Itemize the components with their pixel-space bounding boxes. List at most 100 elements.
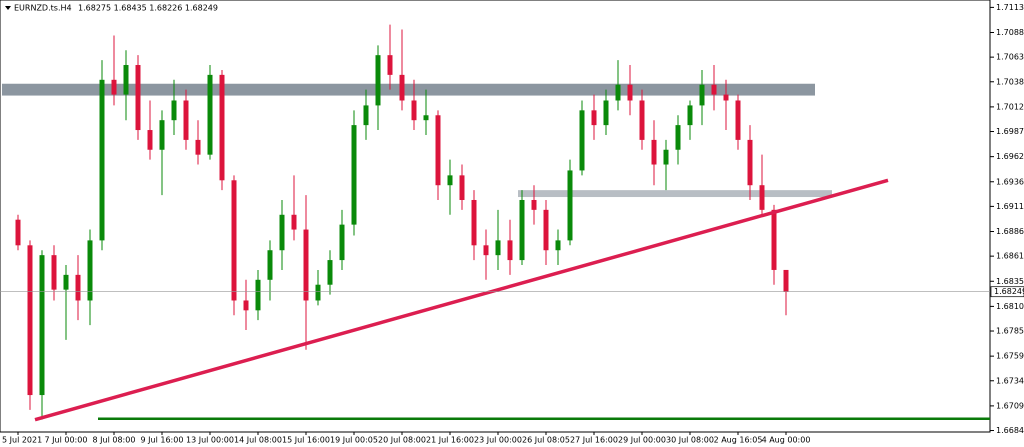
candle-body — [507, 240, 513, 261]
candle-body — [663, 149, 669, 165]
y-tick-label: 1.68610 — [996, 252, 1024, 261]
candle-body — [99, 79, 105, 241]
candle-body — [723, 94, 729, 101]
candle-body — [171, 100, 177, 121]
x-tick-label: 23 Jul 00:00 — [474, 436, 522, 445]
symbol: EURNZD.ts.H4 — [14, 4, 72, 13]
candle-body — [303, 229, 309, 301]
candle-body — [759, 185, 765, 210]
candle-body — [291, 214, 297, 230]
y-tick-label: 1.69365 — [996, 177, 1024, 186]
x-tick-label: 4 Aug 00:00 — [762, 436, 811, 445]
candle-body — [339, 224, 345, 261]
candle-body — [783, 269, 789, 292]
y-tick-label: 1.67345 — [996, 376, 1024, 385]
candle-body — [675, 125, 681, 150]
y-tick-label: 1.67850 — [996, 327, 1024, 336]
x-tick-label: 2 Aug 16:05 — [714, 436, 763, 445]
candle-body — [363, 105, 369, 126]
candle-body — [39, 255, 45, 396]
x-tick-label: 5 Jul 2021 — [2, 436, 42, 445]
candle-body — [387, 55, 393, 75]
candle-body — [627, 84, 633, 101]
candle-body — [315, 284, 321, 301]
candle-body — [483, 245, 489, 256]
candle-body — [111, 79, 117, 95]
x-tick-label: 14 Jul 08:00 — [234, 436, 282, 445]
y-tick-label: 1.68355 — [996, 277, 1024, 286]
candle-body — [495, 240, 501, 256]
candle-body — [591, 110, 597, 126]
candle-body — [327, 260, 333, 285]
x-tick-label: 26 Jul 08:05 — [522, 436, 570, 445]
candle-body — [135, 65, 141, 131]
y-tick-label: 1.70380 — [996, 77, 1024, 86]
candle-body — [471, 199, 477, 246]
candle-body — [435, 115, 441, 186]
x-tick-label: 29 Jul 00:00 — [618, 436, 666, 445]
y-tick-label: 1.70630 — [996, 53, 1024, 62]
candle-body — [735, 100, 741, 140]
candle-body — [375, 55, 381, 106]
candle-body — [267, 250, 273, 280]
y-tick-label: 1.67090 — [996, 401, 1024, 410]
y-tick-label: 1.69620 — [996, 152, 1024, 161]
y-tick-label: 1.69115 — [996, 202, 1024, 211]
ohlc-text: 1.68275 1.68435 1.68226 1.68249 — [78, 4, 218, 13]
trendline — [34, 178, 889, 422]
candle-body — [579, 110, 585, 171]
candle-body — [603, 100, 609, 126]
candle-body — [615, 84, 621, 101]
candle-body — [219, 74, 225, 181]
candle-body — [255, 279, 261, 311]
candle-body — [423, 115, 429, 121]
candle-body — [351, 125, 357, 225]
candle-body — [63, 274, 69, 290]
candle-body — [519, 199, 525, 261]
candle-body — [51, 255, 57, 290]
candle-body — [195, 139, 201, 155]
x-tick-label: 19 Jul 00:05 — [330, 436, 378, 445]
resistance-zone — [2, 83, 815, 96]
y-tick-label: 1.71135 — [996, 3, 1024, 12]
candle-body — [651, 139, 657, 165]
candle-body — [231, 180, 237, 301]
candle-body — [15, 219, 21, 246]
candle-body — [531, 199, 537, 210]
candle-body — [399, 74, 405, 101]
y-tick-label: 1.67595 — [996, 352, 1024, 361]
plot-frame — [0, 0, 991, 433]
price-box — [990, 286, 1024, 298]
candle-body — [75, 274, 81, 301]
candle-body — [459, 175, 465, 200]
x-tick-label: 7 Jul 00:00 — [45, 436, 88, 445]
x-tick-label: 30 Jul 08:00 — [666, 436, 714, 445]
candle-body — [711, 84, 717, 95]
candle-body — [699, 84, 705, 106]
y-tick-label: 1.70125 — [996, 102, 1024, 111]
price-label: 1.68249 — [994, 287, 1024, 296]
candle-body — [147, 130, 153, 150]
candle-body — [123, 65, 129, 95]
candle-body — [279, 214, 285, 251]
x-tick-label: 20 Jul 08:00 — [378, 436, 426, 445]
x-tick-label: 15 Jul 16:00 — [282, 436, 330, 445]
x-tick-label: 27 Jul 16:00 — [570, 436, 618, 445]
support-zone — [518, 190, 832, 198]
y-tick-label: 1.66840 — [996, 426, 1024, 435]
x-tick-label: 8 Jul 08:00 — [93, 436, 136, 445]
y-tick-label: 1.68100 — [996, 302, 1024, 311]
candle-body — [183, 100, 189, 140]
candle-body — [543, 209, 549, 251]
candle-body — [747, 139, 753, 186]
candle-body — [639, 100, 645, 140]
candle-body — [207, 74, 213, 155]
x-tick-label: 13 Jul 00:00 — [186, 436, 234, 445]
x-tick-label: 9 Jul 16:00 — [141, 436, 184, 445]
x-tick-label: 21 Jul 16:00 — [426, 436, 474, 445]
header-arrow — [5, 6, 11, 10]
y-tick-label: 1.69875 — [996, 127, 1024, 136]
candle-body — [771, 209, 777, 270]
candle-body — [87, 240, 93, 301]
